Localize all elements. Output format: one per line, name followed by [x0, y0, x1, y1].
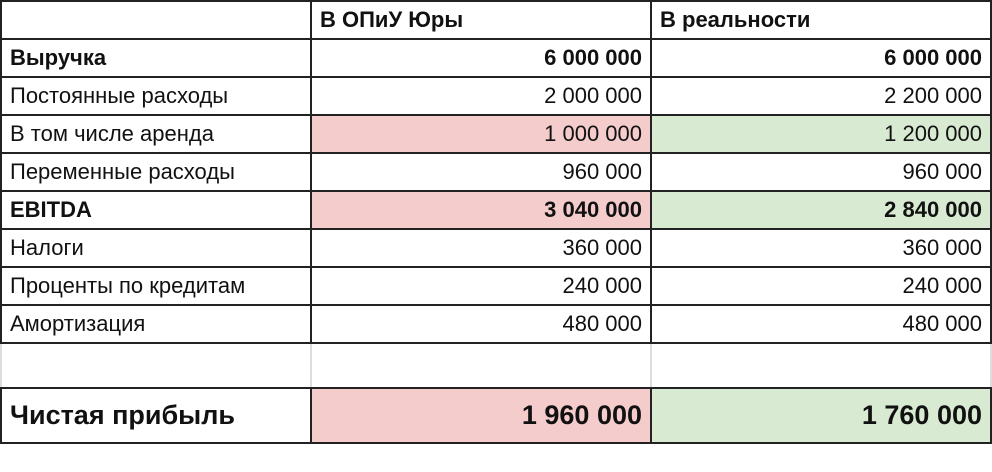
- table-row-fixed-costs: Постоянные расходы 2 000 000 2 200 000: [0, 76, 992, 116]
- cell-reality[interactable]: 360 000: [650, 228, 992, 268]
- row-label[interactable]: Амортизация: [0, 304, 312, 344]
- table-row-taxes: Налоги 360 000 360 000: [0, 228, 992, 268]
- header-cell-empty[interactable]: [0, 0, 312, 40]
- cell-yura-highlighted[interactable]: 3 040 000: [310, 190, 652, 230]
- table-row-interest: Проценты по кредитам 240 000 240 000: [0, 266, 992, 306]
- row-label[interactable]: В том числе аренда: [0, 114, 312, 154]
- header-cell-yura[interactable]: В ОПиУ Юры: [310, 0, 652, 40]
- blank-cell[interactable]: [650, 342, 992, 389]
- blank-cell[interactable]: [310, 342, 652, 389]
- row-label[interactable]: Чистая прибыль: [0, 387, 312, 444]
- cell-reality[interactable]: 6 000 000: [650, 38, 992, 78]
- row-label[interactable]: Переменные расходы: [0, 152, 312, 192]
- cell-reality-highlighted[interactable]: 2 840 000: [650, 190, 992, 230]
- table-row-net-profit: Чистая прибыль 1 960 000 1 760 000: [0, 387, 992, 444]
- table-row-ebitda: EBITDA 3 040 000 2 840 000: [0, 190, 992, 230]
- cell-reality[interactable]: 240 000: [650, 266, 992, 306]
- blank-cell[interactable]: [0, 342, 312, 389]
- header-cell-reality[interactable]: В реальности: [650, 0, 992, 40]
- row-label[interactable]: EBITDA: [0, 190, 312, 230]
- cell-reality-highlighted[interactable]: 1 760 000: [650, 387, 992, 444]
- cell-reality[interactable]: 480 000: [650, 304, 992, 344]
- row-label[interactable]: Налоги: [0, 228, 312, 268]
- cell-yura-highlighted[interactable]: 1 000 000: [310, 114, 652, 154]
- row-label[interactable]: Постоянные расходы: [0, 76, 312, 116]
- cell-yura[interactable]: 360 000: [310, 228, 652, 268]
- cell-yura[interactable]: 240 000: [310, 266, 652, 306]
- table-row-depreciation: Амортизация 480 000 480 000: [0, 304, 992, 344]
- table-row-revenue: Выручка 6 000 000 6 000 000: [0, 38, 992, 78]
- row-label[interactable]: Проценты по кредитам: [0, 266, 312, 306]
- pnl-comparison-table: В ОПиУ Юры В реальности Выручка 6 000 00…: [0, 0, 992, 444]
- cell-reality[interactable]: 2 200 000: [650, 76, 992, 116]
- cell-yura[interactable]: 6 000 000: [310, 38, 652, 78]
- cell-reality-highlighted[interactable]: 1 200 000: [650, 114, 992, 154]
- cell-yura[interactable]: 2 000 000: [310, 76, 652, 116]
- table-row-variable-costs: Переменные расходы 960 000 960 000: [0, 152, 992, 192]
- cell-yura-highlighted[interactable]: 1 960 000: [310, 387, 652, 444]
- cell-reality[interactable]: 960 000: [650, 152, 992, 192]
- cell-yura[interactable]: 960 000: [310, 152, 652, 192]
- cell-yura[interactable]: 480 000: [310, 304, 652, 344]
- table-row-rent: В том числе аренда 1 000 000 1 200 000: [0, 114, 992, 154]
- row-label[interactable]: Выручка: [0, 38, 312, 78]
- table-row-blank: [0, 342, 992, 389]
- header-row: В ОПиУ Юры В реальности: [0, 0, 992, 40]
